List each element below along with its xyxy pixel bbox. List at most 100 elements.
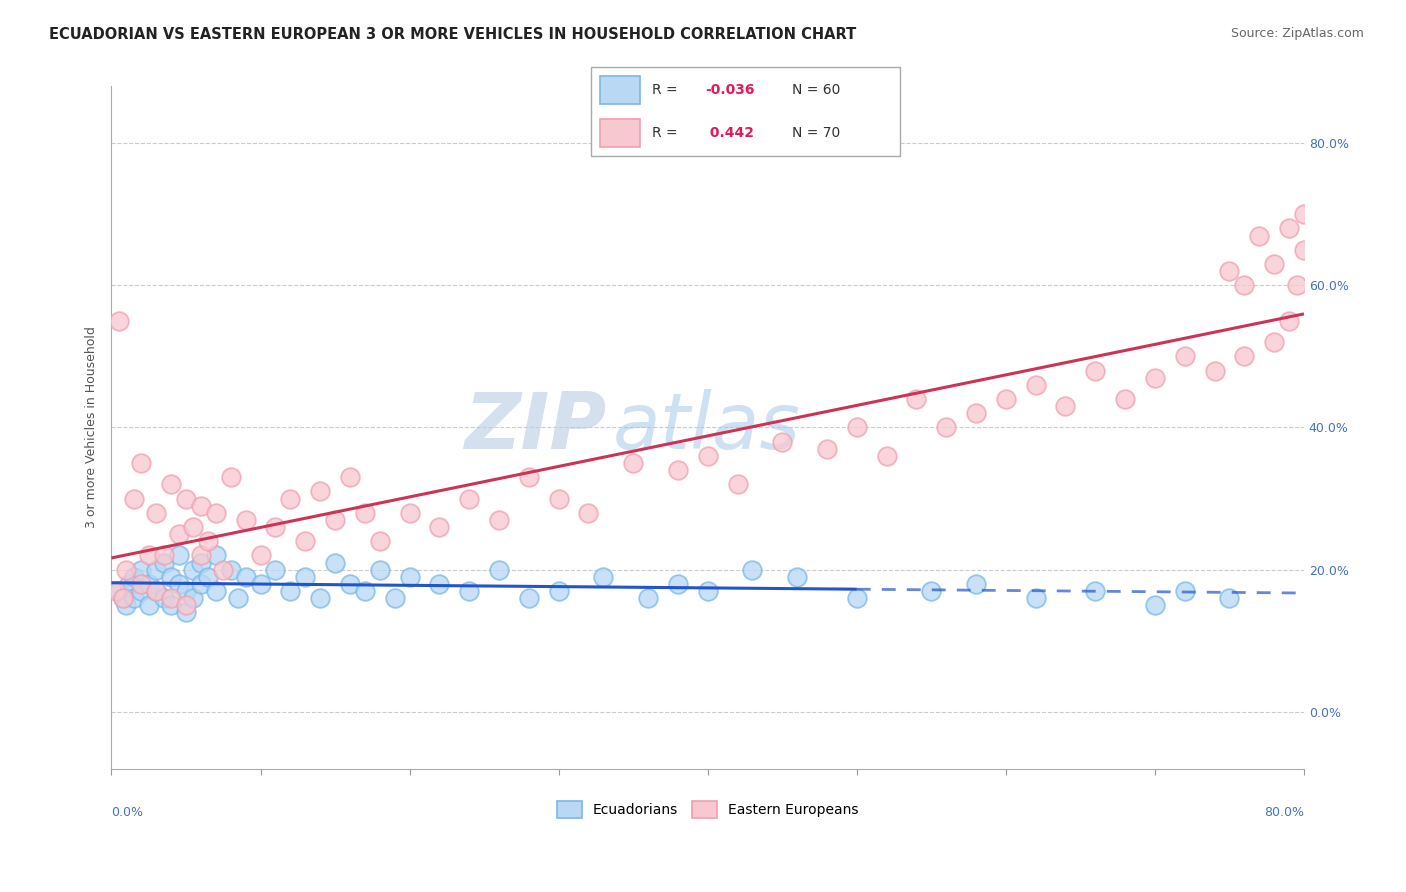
Point [160,570,183,584]
Text: ECUADORIAN VS EASTERN EUROPEAN 3 OR MORE VEHICLES IN HOUSEHOLD CORRELATION CHART: ECUADORIAN VS EASTERN EUROPEAN 3 OR MORE… [49,27,856,42]
Text: N = 70: N = 70 [792,126,839,140]
Point [138,577,160,591]
Text: R =: R = [652,83,682,97]
Point [1263,335,1285,350]
Point [1292,243,1315,257]
Point [1285,278,1308,293]
Point [205,506,228,520]
Point [815,442,838,456]
Point [1278,314,1301,328]
Point [197,534,219,549]
Point [323,513,346,527]
Point [118,577,141,591]
Point [183,520,205,534]
Point [920,583,942,598]
Point [354,583,377,598]
Point [621,456,644,470]
Text: -0.036: -0.036 [704,83,755,97]
Point [152,549,174,563]
Point [235,513,257,527]
Point [167,577,190,591]
Point [741,563,763,577]
Point [384,591,406,605]
Point [190,556,212,570]
Point [122,591,145,605]
Point [1143,598,1166,612]
Point [1218,264,1240,278]
Point [235,570,257,584]
Point [547,491,569,506]
Point [354,506,377,520]
Point [547,583,569,598]
Point [115,563,138,577]
Point [1174,583,1197,598]
Point [965,406,987,420]
Point [429,520,451,534]
Point [131,577,153,591]
Point [122,570,145,584]
Point [458,491,481,506]
Point [131,583,153,598]
Point [108,314,131,328]
Text: N = 60: N = 60 [792,83,839,97]
Text: 80.0%: 80.0% [1264,806,1303,819]
Point [517,470,540,484]
Point [190,577,212,591]
Point [1174,350,1197,364]
Point [1233,350,1256,364]
Point [160,598,183,612]
Point [167,549,190,563]
Point [309,591,332,605]
Point [145,583,167,598]
Point [905,392,928,406]
Point [398,506,420,520]
Point [845,420,868,434]
Point [226,591,249,605]
Point [131,563,153,577]
Point [138,598,160,612]
Point [167,527,190,541]
Point [112,591,135,605]
Point [1233,278,1256,293]
Point [160,591,183,605]
Point [666,463,689,477]
Point [190,549,212,563]
Point [249,549,271,563]
Point [309,484,332,499]
Point [183,563,205,577]
Point [488,513,510,527]
Point [666,577,689,591]
Point [264,563,287,577]
Point [696,449,718,463]
Point [965,577,987,591]
Point [108,583,131,598]
Text: 0.442: 0.442 [704,126,754,140]
Point [1278,221,1301,235]
Point [1143,370,1166,384]
Point [1263,257,1285,271]
Point [727,477,749,491]
Point [1084,583,1107,598]
Point [112,591,135,605]
Point [131,456,153,470]
Point [994,392,1017,406]
FancyBboxPatch shape [600,76,640,104]
Point [1114,392,1136,406]
Point [145,583,167,598]
Point [1025,377,1047,392]
Point [115,598,138,612]
Text: ZIP: ZIP [464,390,606,466]
Point [205,583,228,598]
Point [323,556,346,570]
Point [174,598,197,612]
Text: atlas: atlas [613,390,800,466]
Point [368,534,391,549]
Point [160,477,183,491]
Point [1054,399,1077,413]
Point [104,583,127,598]
Point [152,591,174,605]
Point [517,591,540,605]
FancyBboxPatch shape [600,119,640,147]
Point [152,556,174,570]
Point [876,449,898,463]
